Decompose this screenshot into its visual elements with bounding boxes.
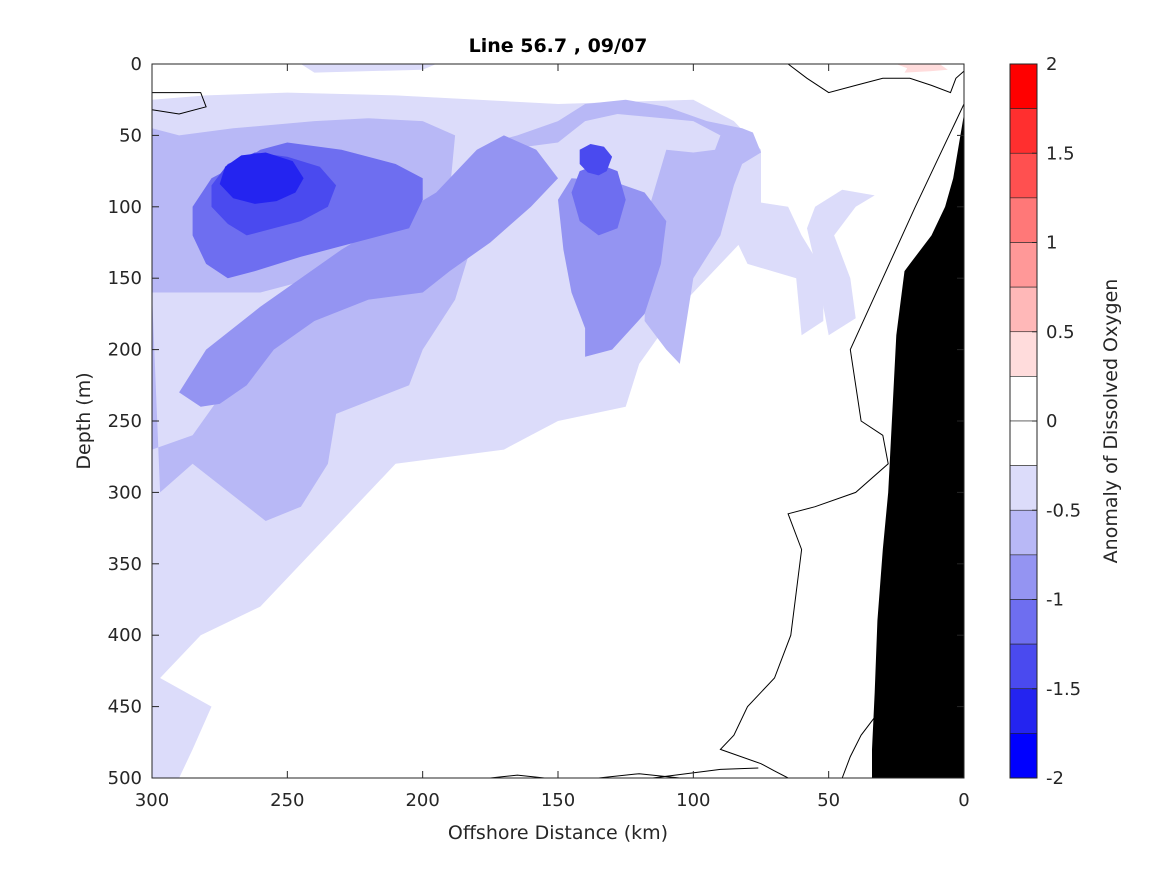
y-tick-label: 200 (108, 340, 142, 361)
y-tick-label: 0 (131, 54, 142, 75)
colorbar-tick-label: -1 (1046, 590, 1064, 611)
colorbar-segment (1009, 197, 1038, 243)
colorbar-tick-label: 2 (1046, 54, 1057, 75)
contour-region-0-1 (733, 199, 824, 336)
colorbar-segment (1009, 509, 1038, 556)
x-axis: 300 250 200 150 100 50 0 (135, 64, 970, 811)
zero-contour-line-3 (490, 774, 545, 778)
colorbar-tick-label: -2 (1046, 768, 1064, 789)
contour-region-4-1 (579, 144, 613, 176)
y-axis: 0 50 100 150 200 250 300 350 400 450 500 (108, 54, 964, 789)
x-tick-label: 300 (135, 790, 169, 811)
zero-contour-line-0 (152, 92, 207, 115)
x-tick-label: 150 (541, 790, 575, 811)
x-tick-label: 200 (405, 790, 439, 811)
y-tick-label: 500 (108, 768, 142, 789)
zero-contour-lines (152, 64, 964, 778)
zero-contour-line-1 (787, 64, 964, 94)
colorbar-segment (1009, 63, 1038, 109)
zero-contour-line-2 (719, 103, 964, 778)
y-tick-label: 450 (108, 697, 142, 718)
x-axis-label: Offshore Distance (km) (448, 822, 668, 844)
y-tick-label: 400 (108, 625, 142, 646)
colorbar-segment (1009, 599, 1038, 645)
colorbar-segment (1009, 242, 1038, 288)
x-tick-label: 50 (817, 790, 840, 811)
colorbar-tick-label: 1.5 (1046, 143, 1075, 164)
colorbar-ticks: 2 1.5 1 0.5 0 -0.5 -1 -1.5 -2 (1032, 54, 1081, 789)
y-tick-label: 50 (119, 125, 142, 146)
land-polygon (872, 114, 964, 778)
contour-region-6-0 (896, 64, 948, 73)
zero-contour-line-5 (652, 767, 759, 778)
colorbar-segment (1009, 465, 1038, 511)
contour-region-0-2 (807, 189, 875, 336)
contour-region-2-0 (179, 135, 558, 407)
chart-title: Line 56.7 , 09/07 (469, 35, 648, 57)
colorbar-segment (1009, 733, 1038, 779)
colorbar-tick-label: 1 (1046, 233, 1057, 254)
colorbar-segment (1009, 643, 1038, 690)
contour-fills (152, 64, 948, 778)
y-axis-label: Depth (m) (73, 372, 95, 469)
colorbar-segment (1009, 376, 1038, 422)
colorbar-segment (1009, 420, 1038, 466)
x-tick-label: 250 (270, 790, 304, 811)
y-tick-label: 300 (108, 482, 142, 503)
contour-region-3-1 (571, 164, 626, 236)
y-tick-label: 350 (108, 554, 142, 575)
colorbar-tick-label: 0 (1046, 411, 1057, 432)
y-tick-label: 100 (108, 197, 142, 218)
x-tick-label: 100 (676, 790, 710, 811)
contour-region-5-0 (219, 152, 304, 204)
colorbar-segment (1009, 331, 1038, 377)
land-mask (872, 114, 964, 778)
plot-area (152, 64, 964, 778)
y-tick-label: 150 (108, 268, 142, 289)
y-tick-label: 250 (108, 411, 142, 432)
colorbar-tick-label: 0.5 (1046, 322, 1075, 343)
x-tick-label: 0 (958, 790, 969, 811)
colorbar-tick-label: -1.5 (1046, 679, 1081, 700)
colorbar-tick-label: -0.5 (1046, 500, 1081, 521)
colorbar-segment (1009, 108, 1038, 154)
colorbar-segment (1009, 152, 1038, 199)
colorbar-segment (1009, 554, 1038, 600)
colorbar-segment (1009, 286, 1038, 333)
contour-region-0-3 (300, 64, 437, 73)
colorbar (1009, 63, 1038, 779)
colorbar-label: Anomaly of Dissolved Oxygen (1100, 279, 1122, 564)
colorbar-segment (1009, 688, 1038, 734)
